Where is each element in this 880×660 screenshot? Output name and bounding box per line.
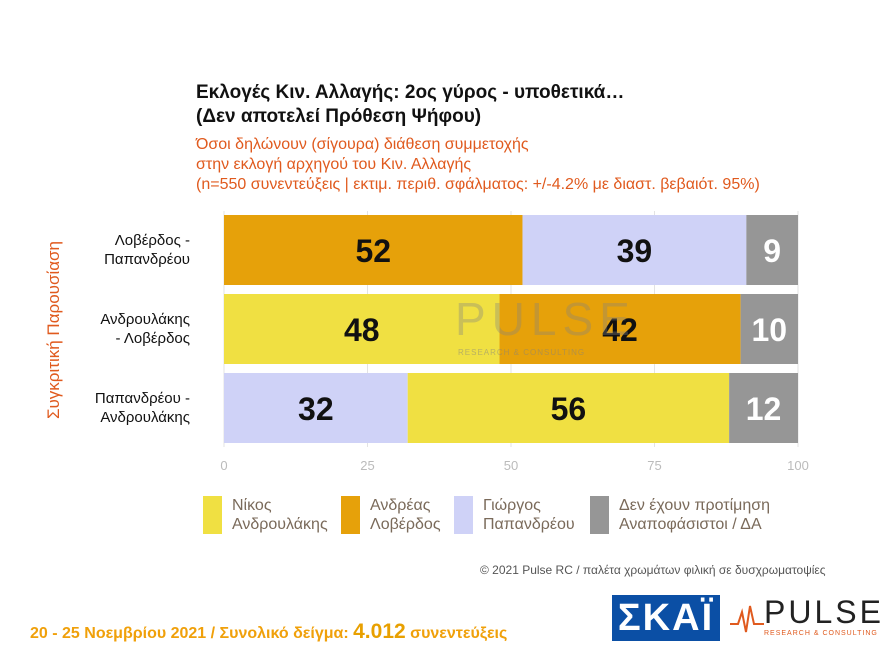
legend-label: Ανδρέας Λοβέρδος	[370, 497, 441, 533]
category-label: Ανδρουλάκης - Λοβέρδος	[30, 310, 190, 348]
bar-segment-undecided	[746, 215, 798, 285]
footer-dates: 20 - 25 Νοεμβρίου 2021 / Συνολικό δείγμα…	[30, 625, 354, 642]
bar-segment-papandreou	[522, 215, 747, 285]
category-label-line: Ανδρουλάκης	[100, 311, 190, 328]
bar-segment-loverdos	[224, 215, 523, 285]
category-label-line: Παπανδρέου	[104, 251, 190, 268]
legend-item-loverdos: Ανδρέας Λοβέρδος	[341, 496, 441, 534]
chart-title: Εκλογές Κιν. Αλλαγής: 2ος γύρος - υποθετ…	[196, 82, 625, 103]
bar-segment-undecided	[740, 294, 798, 364]
legend-label: Νίκος Ανδρουλάκης	[232, 497, 328, 533]
x-tick-label: 75	[647, 458, 661, 473]
pulse-logo: PULSE RESEARCH & CONSULTING	[728, 594, 880, 642]
legend-item-papandreou: Γιώργος Παπανδρέου	[454, 496, 575, 534]
legend-item-undecided: Δεν έχουν προτίμηση Αναποφάσιστοι / ΔΑ	[590, 496, 770, 534]
bar-segment-loverdos	[499, 294, 741, 364]
bar-segment-androulakis	[407, 373, 730, 443]
bar-segment-papandreou	[224, 373, 408, 443]
bar-value-label: 42	[602, 312, 638, 348]
x-tick-label: 25	[360, 458, 374, 473]
category-label-line: Ανδρουλάκης	[100, 409, 190, 426]
bar-value-label: 52	[355, 233, 391, 269]
bar-value-label: 39	[617, 233, 653, 269]
skai-logo: ΣΚΑΪ	[612, 595, 720, 641]
x-tick-label: 100	[787, 458, 809, 473]
footer-interviews: συνεντεύξεις	[405, 625, 508, 642]
bar-segment-undecided	[729, 373, 798, 443]
pulse-heartbeat-icon	[730, 605, 764, 633]
bar-value-label: 10	[752, 312, 788, 348]
x-tick-label: 50	[504, 458, 518, 473]
copyright-note: © 2021 Pulse RC / παλέτα χρωμάτων φιλική…	[480, 563, 826, 577]
stacked-bar-chart: 0 25 50 75 100 52 39 9 48 42 10 32 56 12	[220, 211, 809, 473]
bar-value-label: 9	[763, 233, 781, 269]
pulse-logo-subtitle: RESEARCH & CONSULTING	[764, 630, 878, 637]
x-tick-label: 0	[220, 458, 227, 473]
pulse-watermark-subtitle: RESEARCH & CONSULTING	[458, 348, 586, 357]
chart-subtitle-line-2: στην εκλογή αρχηγού του Κιν. Αλλαγής	[196, 156, 472, 173]
category-label: Λοβέρδος - Παπανδρέου	[30, 231, 190, 269]
legend-swatch	[341, 496, 360, 534]
category-label-line: Παπανδρέου -	[94, 390, 190, 407]
legend-swatch	[454, 496, 473, 534]
footer-sample-size: 4.012	[353, 620, 406, 643]
legend-swatch	[590, 496, 609, 534]
category-label-line: Λοβέρδος -	[114, 232, 190, 249]
chart-title-note: (Δεν αποτελεί Πρόθεση Ψήφου)	[196, 106, 482, 127]
bar-value-label: 12	[746, 391, 782, 427]
bar-value-label: 56	[551, 391, 587, 427]
bar-value-label: 48	[344, 312, 380, 348]
footer-sample-info: 20 - 25 Νοεμβρίου 2021 / Συνολικό δείγμα…	[30, 620, 507, 644]
bar-value-label: 32	[298, 391, 334, 427]
pulse-logo-word: PULSE	[764, 594, 880, 630]
pulse-watermark: PULSE	[455, 293, 636, 345]
legend-label: Γιώργος Παπανδρέου	[483, 497, 575, 533]
category-label: Παπανδρέου - Ανδρουλάκης	[30, 389, 190, 427]
legend-swatch	[203, 496, 222, 534]
legend-label: Δεν έχουν προτίμηση Αναποφάσιστοι / ΔΑ	[619, 497, 771, 533]
chart-subtitle-line-1: Όσοι δηλώνουν (σίγουρα) διάθεση συμμετοχ…	[196, 136, 529, 153]
legend-item-androulakis: Νίκος Ανδρουλάκης	[203, 496, 328, 534]
bar-segment-androulakis	[224, 294, 500, 364]
category-label-line: - Λοβέρδος	[115, 330, 190, 347]
chart-subtitle-line-3: (n=550 συνεντεύξεις | εκτιμ. περιθ. σφάλ…	[196, 176, 760, 193]
